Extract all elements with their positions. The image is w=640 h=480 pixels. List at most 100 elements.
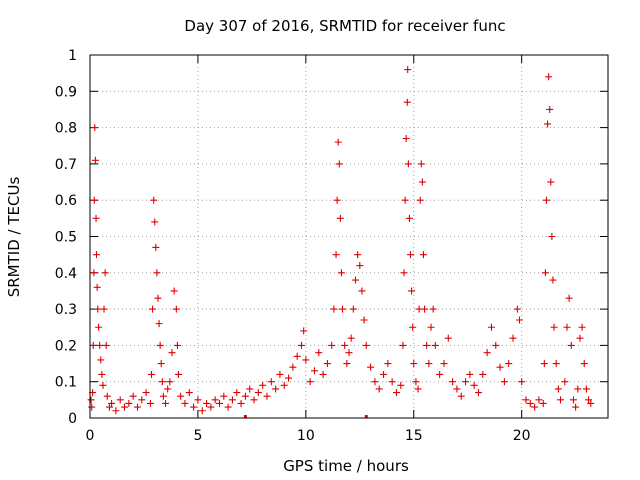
data-point — [276, 370, 284, 378]
data-point — [400, 269, 408, 277]
data-point — [267, 378, 275, 386]
data-point — [102, 341, 110, 349]
y-tick-label: 0.6 — [55, 193, 77, 209]
data-point — [574, 385, 582, 393]
data-point — [333, 196, 341, 204]
data-point — [133, 403, 141, 411]
data-point — [89, 341, 97, 349]
data-point — [449, 378, 457, 386]
data-point — [496, 363, 504, 371]
data-point — [421, 305, 429, 313]
data-point — [170, 287, 178, 295]
data-point — [162, 399, 170, 407]
data-point — [93, 283, 101, 291]
data-point — [431, 341, 439, 349]
data-point — [146, 399, 154, 407]
data-point — [293, 352, 301, 360]
data-point — [207, 403, 215, 411]
y-tick-label: 1 — [68, 48, 77, 64]
data-point — [112, 407, 120, 415]
data-point — [341, 341, 349, 349]
data-point — [125, 399, 133, 407]
data-point — [479, 370, 487, 378]
data-point — [185, 389, 193, 397]
data-point — [289, 363, 297, 371]
data-point — [98, 370, 106, 378]
data-point — [91, 124, 99, 132]
y-tick-label: 0.4 — [55, 266, 77, 282]
data-point — [397, 381, 405, 389]
data-point — [354, 251, 362, 259]
data-point — [418, 178, 426, 186]
x-tick-label: 20 — [513, 428, 531, 444]
y-tick-label: 0.2 — [55, 338, 77, 354]
y-tick-label: 0.9 — [55, 84, 77, 100]
data-point — [194, 396, 202, 404]
data-point — [300, 327, 308, 335]
data-point — [108, 399, 116, 407]
data-point — [97, 356, 105, 364]
data-point — [384, 360, 392, 368]
data-point — [552, 360, 560, 368]
chart-title: Day 307 of 2016, SRMTID for receiver fun… — [184, 17, 505, 35]
data-point — [531, 403, 539, 411]
data-point — [157, 360, 165, 368]
data-point — [554, 385, 562, 393]
data-point — [95, 323, 103, 331]
data-point — [475, 389, 482, 397]
data-point — [91, 156, 99, 164]
data-point — [224, 403, 232, 411]
data-point — [425, 360, 433, 368]
data-point — [388, 378, 396, 386]
data-point — [509, 334, 517, 342]
x-tick-label: 0 — [86, 428, 95, 444]
data-point — [335, 160, 343, 168]
data-point — [142, 389, 150, 397]
data-point — [549, 276, 557, 284]
data-point — [328, 341, 336, 349]
data-point — [177, 392, 185, 400]
data-point — [347, 334, 355, 342]
data-point — [349, 305, 357, 313]
data-point — [88, 403, 96, 411]
data-point — [550, 323, 558, 331]
y-axis: 0 0.1 0.2 0.3 0.4 0.5 0.6 0.7 0.8 0.9 1 — [55, 48, 608, 427]
data-point — [190, 403, 198, 411]
data-point — [173, 341, 181, 349]
data-point — [211, 396, 219, 404]
data-point — [516, 316, 524, 324]
data-point — [285, 374, 293, 382]
data-point — [587, 399, 595, 407]
x-tick-label: 10 — [297, 428, 315, 444]
data-point — [151, 218, 159, 226]
data-point — [565, 294, 573, 302]
data-point — [487, 323, 495, 331]
data-point — [155, 320, 163, 328]
data-point — [412, 378, 420, 386]
data-point — [351, 276, 359, 284]
plot-frame — [89, 54, 609, 419]
data-point — [228, 396, 236, 404]
data-point — [470, 381, 478, 389]
data-point — [181, 399, 189, 407]
data-point — [246, 385, 254, 393]
x-tick-label: 15 — [405, 428, 423, 444]
data-point — [578, 323, 586, 331]
data-point — [444, 334, 452, 342]
data-point — [561, 378, 569, 386]
data-point — [330, 305, 338, 313]
data-point — [149, 305, 157, 313]
data-point — [401, 196, 409, 204]
data-point — [367, 363, 375, 371]
data-point — [92, 214, 100, 222]
data-point — [280, 381, 288, 389]
axis-data-mark — [364, 415, 368, 418]
data-point — [545, 73, 553, 81]
data-point — [87, 396, 95, 404]
data-point — [541, 269, 549, 277]
data-point — [505, 360, 513, 368]
data-point — [334, 138, 342, 146]
data-point — [310, 367, 318, 375]
data-point — [237, 399, 245, 407]
